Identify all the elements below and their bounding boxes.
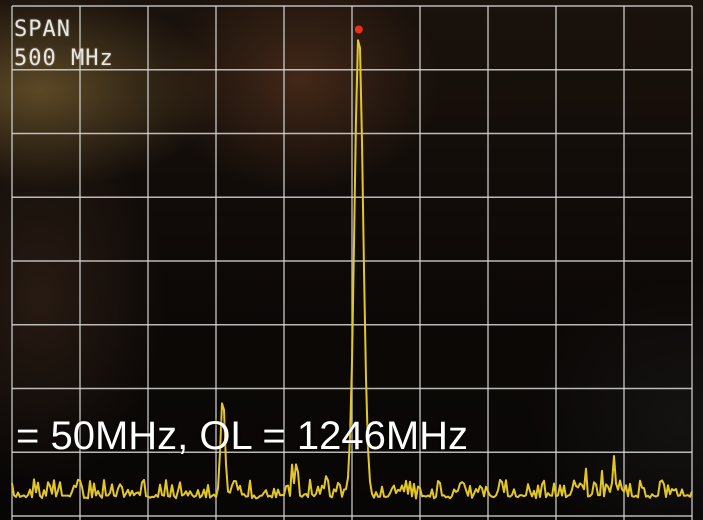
span-label: SPAN xyxy=(14,17,71,42)
peak-marker xyxy=(354,25,363,34)
spectrum-trace xyxy=(11,39,693,500)
span-value: 500 MHz xyxy=(14,46,114,71)
spectrum-trace-group xyxy=(11,39,693,500)
frequency-caption: = 50MHz, OL = 1246MHz xyxy=(16,414,469,458)
